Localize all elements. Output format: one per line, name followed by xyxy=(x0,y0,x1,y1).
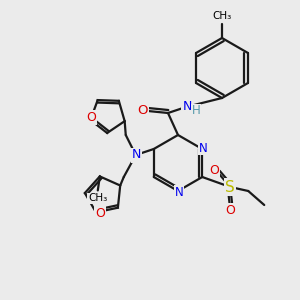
Text: S: S xyxy=(225,179,235,194)
Text: O: O xyxy=(95,207,105,220)
Text: CH₃: CH₃ xyxy=(88,194,107,203)
Text: O: O xyxy=(86,112,96,124)
Text: H: H xyxy=(192,104,200,118)
Text: CH₃: CH₃ xyxy=(212,11,232,21)
Text: O: O xyxy=(209,164,219,176)
Text: N: N xyxy=(175,185,183,199)
Text: O: O xyxy=(225,203,235,217)
Text: N: N xyxy=(199,142,208,154)
Text: N: N xyxy=(182,100,192,112)
Text: N: N xyxy=(132,148,141,161)
Text: O: O xyxy=(138,104,148,118)
